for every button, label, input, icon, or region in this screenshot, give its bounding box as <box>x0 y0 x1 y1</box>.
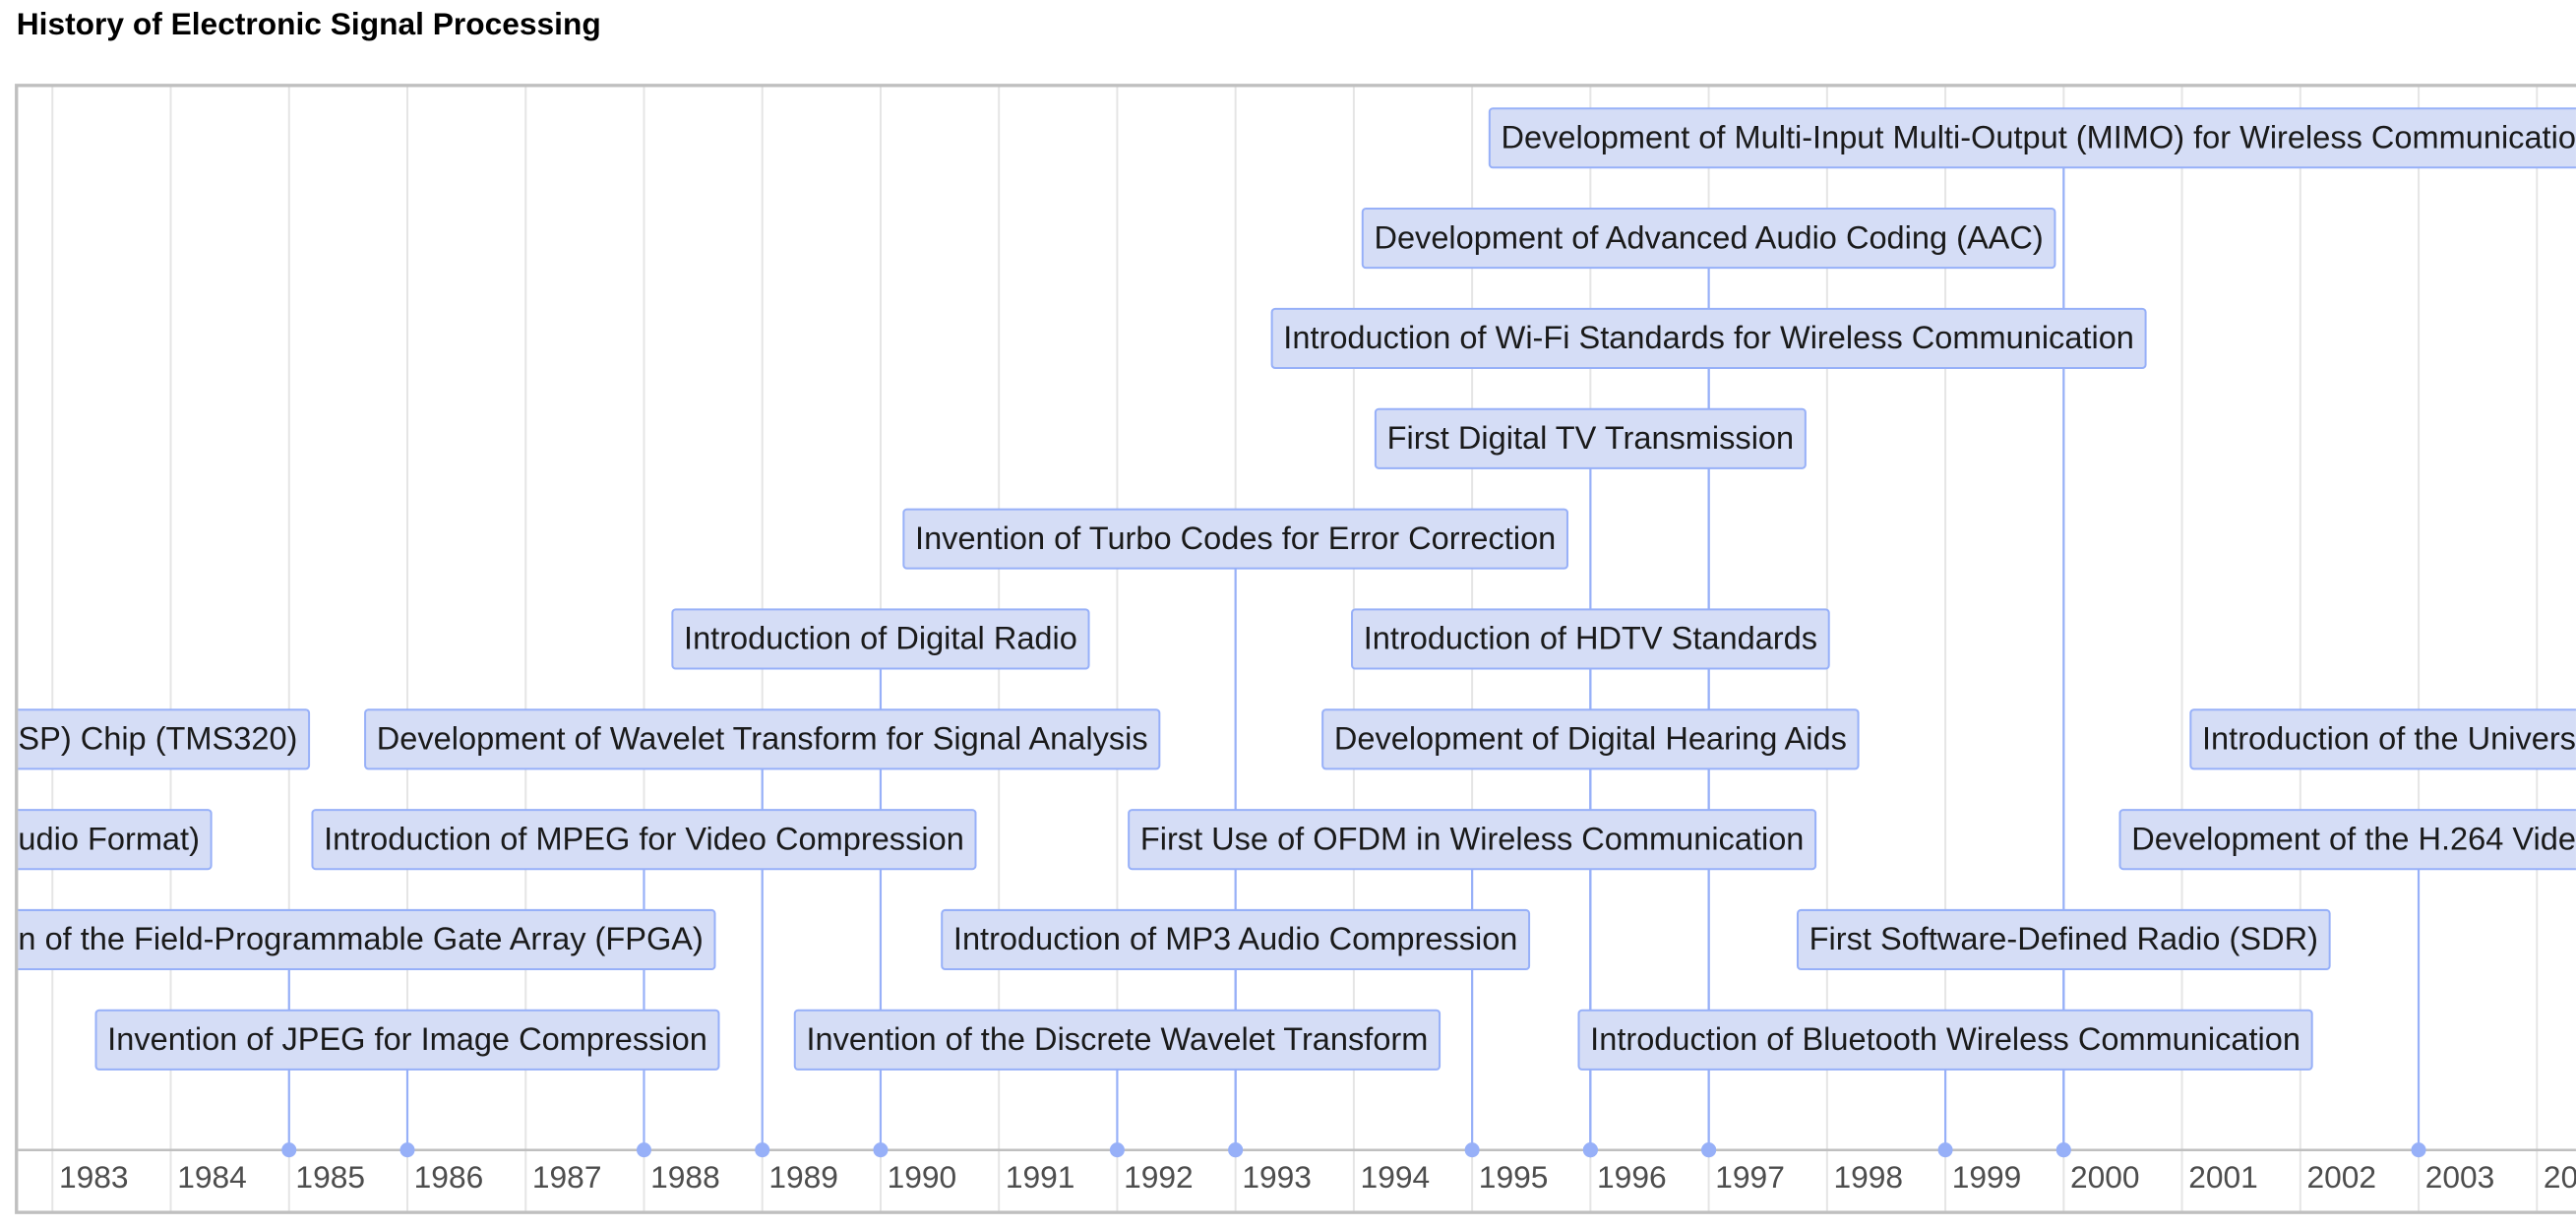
x-tick-label: 1998 <box>1834 1159 1904 1195</box>
x-tick-label: 1992 <box>1124 1159 1194 1195</box>
event-box <box>18 908 716 971</box>
event-dot <box>1701 1142 1717 1158</box>
event-label: Introduction of the Univers <box>2202 721 2576 757</box>
event-label: Introduction of Digital Radio <box>684 621 1077 656</box>
event-dot <box>1464 1142 1480 1158</box>
event-dot <box>1228 1142 1244 1158</box>
x-tick-label: 2004 <box>2544 1159 2576 1195</box>
event-box <box>2118 809 2576 871</box>
x-tick-label: 1993 <box>1242 1159 1312 1195</box>
event-box <box>1270 307 2147 369</box>
event-box <box>18 708 311 770</box>
x-tick-label: 1987 <box>532 1159 602 1195</box>
event-label: Development of the H.264 Vide <box>2131 821 2576 856</box>
chart-title: History of Electronic Signal Processing <box>17 6 601 41</box>
event-label: Introduction of HDTV Standards <box>1364 621 1817 656</box>
x-tick-label: 1986 <box>414 1159 484 1195</box>
box-layer: udio Format) SP) Chip (TMS320) n of the Fi… <box>18 107 2576 1071</box>
event-label: Introduction of Wi-Fi Standards for Wire… <box>1283 320 2134 355</box>
x-tick-label: 1996 <box>1597 1159 1667 1195</box>
event-box <box>1577 1009 2313 1071</box>
event-label: Invention of Turbo Codes for Error Corre… <box>915 521 1556 556</box>
event-label: n of the Field-Programmable Gate Array (… <box>18 921 703 956</box>
x-tick-label: 1985 <box>295 1159 365 1195</box>
event-dot <box>281 1142 297 1158</box>
event-dot <box>399 1142 415 1158</box>
event-label: Invention of JPEG for Image Compression <box>107 1021 707 1057</box>
event-dot <box>1582 1142 1598 1158</box>
event-box <box>1374 407 1807 469</box>
event-label: First Digital TV Transmission <box>1387 420 1795 456</box>
x-tick-label: 2002 <box>2306 1159 2376 1195</box>
event-label: Introduction of Bluetooth Wireless Commu… <box>1590 1021 2300 1057</box>
x-tick-label: 1991 <box>1006 1159 1075 1195</box>
event-box <box>1361 208 2056 270</box>
event-box <box>941 908 1531 971</box>
event-dot <box>755 1142 770 1158</box>
event-label: SP) Chip (TMS320) <box>18 721 297 757</box>
event-box <box>1488 107 2576 169</box>
x-tick-label: 1988 <box>650 1159 720 1195</box>
x-tick-label: 1989 <box>768 1159 838 1195</box>
event-box <box>1321 708 1860 770</box>
event-box <box>1796 908 2331 971</box>
event-label: Introduction of MPEG for Video Compressi… <box>324 821 964 856</box>
x-tick-label: 1990 <box>888 1159 957 1195</box>
event-label: Invention of the Discrete Wavelet Transf… <box>806 1021 1428 1057</box>
x-tick-label: 1999 <box>1952 1159 2022 1195</box>
event-box <box>2189 708 2576 770</box>
event-label: udio Format) <box>18 821 200 856</box>
event-label: Introduction of MP3 Audio Compression <box>953 921 1518 956</box>
x-tick-label: 2001 <box>2188 1159 2258 1195</box>
event-box <box>364 708 1161 770</box>
event-box <box>18 809 213 871</box>
event-dot <box>1109 1142 1125 1158</box>
event-dot <box>873 1142 889 1158</box>
event-box <box>94 1009 720 1071</box>
dot-layer <box>0 1142 2426 1158</box>
x-tick-label: 2003 <box>2425 1159 2495 1195</box>
event-box <box>311 809 977 871</box>
event-label: First Software-Defined Radio (SDR) <box>1809 921 2318 956</box>
event-dot <box>2055 1142 2071 1158</box>
event-box <box>793 1009 1441 1071</box>
event-label: Development of Digital Hearing Aids <box>1334 721 1847 757</box>
event-box <box>671 608 1090 670</box>
x-tick-label: 1984 <box>177 1159 247 1195</box>
event-dot <box>636 1142 651 1158</box>
x-tick-label: 2000 <box>2070 1159 2140 1195</box>
x-tick-label: 1995 <box>1479 1159 1549 1195</box>
event-label: Development of Wavelet Transform for Sig… <box>377 721 1148 757</box>
event-label: Development of Advanced Audio Coding (AA… <box>1374 219 2043 255</box>
x-tick-label: 1994 <box>1361 1159 1431 1195</box>
event-box <box>902 508 1568 570</box>
event-dot <box>1937 1142 1953 1158</box>
axis-labels: 1983 1984 1985 1986 1987 1988 1989 1990 1991 1992… <box>59 1159 2576 1195</box>
event-box <box>1128 809 1817 871</box>
event-dot <box>0 1142 1 1157</box>
event-label: Development of Multi-Input Multi-Output … <box>1502 120 2576 155</box>
x-tick-label: 1997 <box>1715 1159 1785 1195</box>
event-box <box>1351 608 1830 670</box>
event-dot <box>2411 1142 2426 1158</box>
event-label: First Use of OFDM in Wireless Communicat… <box>1140 821 1805 856</box>
x-tick-label: 1983 <box>59 1159 129 1195</box>
